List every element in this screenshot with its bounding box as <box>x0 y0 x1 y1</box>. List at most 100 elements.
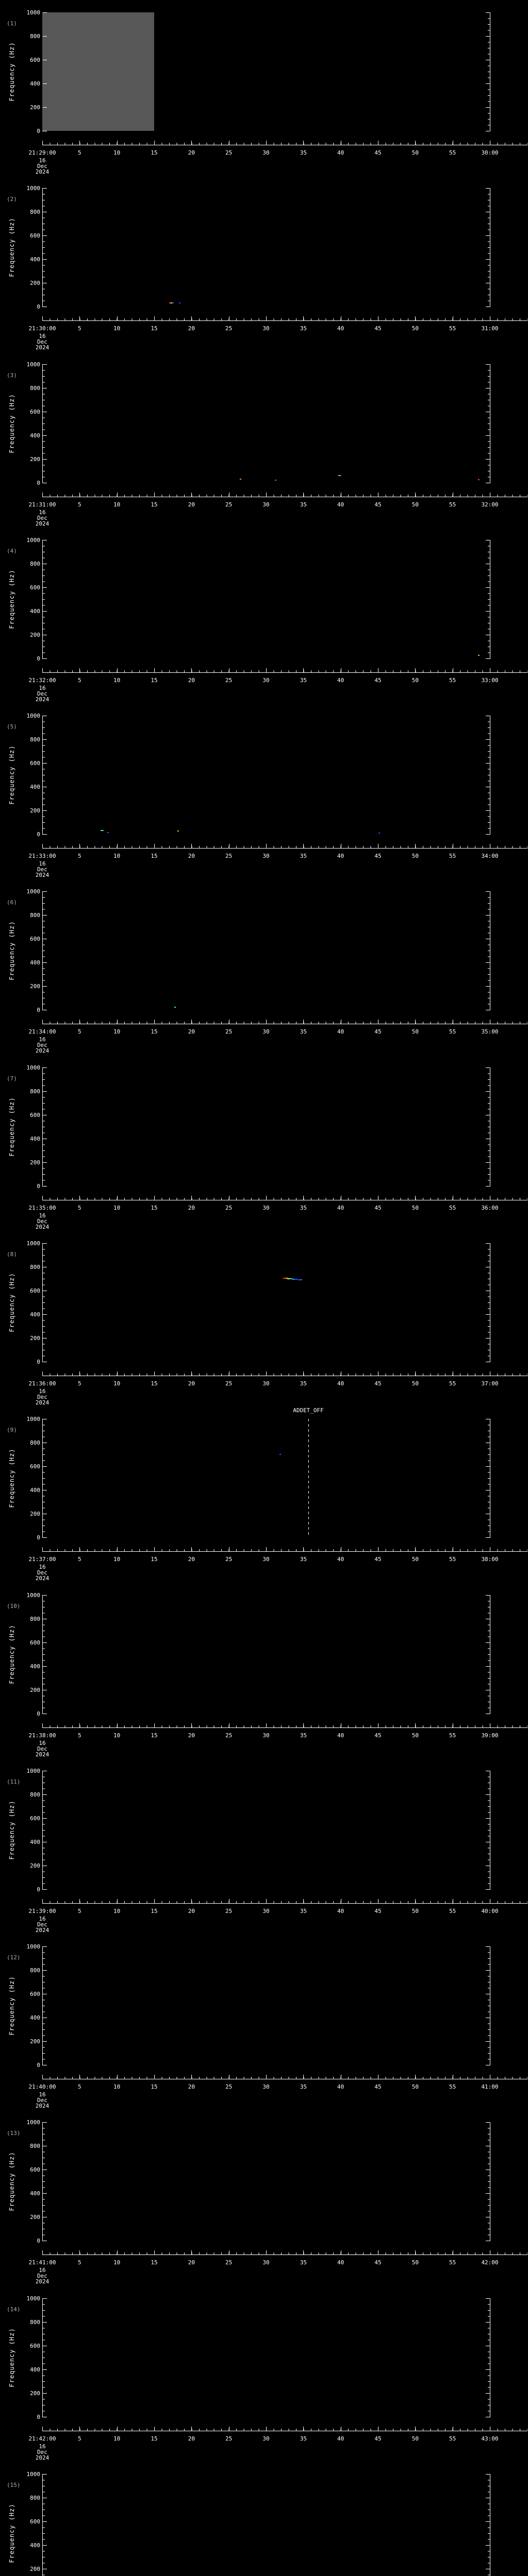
x-axis-tick-label: 35 <box>300 1380 307 1387</box>
x-axis-tick-label: 20 <box>188 325 195 332</box>
x-axis-major-tick <box>266 668 267 672</box>
detection-dot-segment <box>275 479 277 481</box>
y-axis-major-tick <box>43 587 47 588</box>
y-axis-title: Frequency (Hz) <box>8 217 15 277</box>
x-axis-tick-label: 25 <box>225 1907 233 1914</box>
x-axis-major-tick <box>266 1547 267 1552</box>
detection-streak-segment <box>289 1278 293 1279</box>
y-axis-major-tick <box>43 1314 47 1315</box>
x-axis-major-tick <box>191 668 192 672</box>
spectrogram-panel: (1) Frequency (Hz) 21:29:00 30:00 16 Dec… <box>0 0 528 176</box>
x-axis-major-tick <box>266 1371 267 1376</box>
y-axis-major-tick <box>43 2298 47 2299</box>
y-axis-tick-label: 1000 <box>26 1591 41 1599</box>
x-axis-tick-label: 40 <box>337 1732 344 1739</box>
y-axis-major-tick <box>43 1067 47 1068</box>
y-axis-major-tick <box>486 763 490 764</box>
y-axis-tick-label: 400 <box>30 1487 40 1494</box>
x-axis-tick-label: 25 <box>225 2259 233 2266</box>
y-axis-major-tick <box>486 611 490 612</box>
y-axis-left-minor-ticks <box>43 2473 45 2576</box>
date-year-label: 2024 <box>35 1751 50 1758</box>
y-axis-tick-label: 400 <box>30 256 40 263</box>
y-axis-tick-label: 600 <box>30 2518 40 2525</box>
x-axis-major-tick <box>117 1371 118 1376</box>
detection-dot-segment <box>107 832 109 833</box>
y-axis-tick-label: 400 <box>30 80 40 87</box>
detection-streak <box>282 1277 302 1281</box>
detection-streak-segment <box>294 1278 298 1280</box>
x-axis-tick-label: 25 <box>225 1028 233 1036</box>
x-axis-tick-label: 50 <box>411 2083 419 2091</box>
y-axis-major-tick <box>43 915 47 916</box>
y-axis-major-tick <box>486 1185 490 1187</box>
spectrogram-panel: (3) Frequency (Hz) 21:31:00 32:00 16 Dec… <box>0 351 528 528</box>
x-axis-minor-ticks <box>42 318 527 321</box>
y-axis-major-tick <box>486 107 490 108</box>
date-month-label: Dec <box>37 1921 47 1928</box>
x-axis-tick-label: 45 <box>374 2259 382 2266</box>
date-month-label: Dec <box>37 1569 47 1577</box>
y-axis-tick-label: 800 <box>30 1439 40 1447</box>
y-axis-major-tick <box>43 435 47 436</box>
y-axis-tick-label: 800 <box>30 912 40 919</box>
x-axis-start-time-label: 21:38:00 <box>28 1732 56 1739</box>
x-axis-major-tick <box>154 492 155 497</box>
x-axis-tick-label: 5 <box>78 1556 81 1563</box>
detection-dot-segment <box>100 830 102 832</box>
x-axis-minor-ticks <box>42 1901 527 1903</box>
x-axis-tick-label: 50 <box>411 1204 419 1211</box>
x-axis-tick-label: 30 <box>262 2435 270 2442</box>
detection-dot <box>279 1454 281 1455</box>
y-axis-tick-label: 800 <box>30 2494 40 2501</box>
spectrogram-panel: (5) Frequency (Hz) 21:33:00 34:00 16 Dec… <box>0 703 528 879</box>
y-axis-major-tick <box>486 891 490 892</box>
x-axis-major-tick <box>303 1899 304 1903</box>
y-axis-tick-label: 800 <box>30 2318 40 2326</box>
x-axis-major-tick <box>191 1547 192 1552</box>
y-axis-major-tick <box>43 1642 47 1643</box>
y-axis-tick-label: 400 <box>30 2541 40 2549</box>
x-axis-major-tick <box>303 668 304 672</box>
x-axis-minor-ticks <box>42 670 527 672</box>
detection-streak-segment <box>299 1279 302 1280</box>
y-axis-title: Frequency (Hz) <box>8 569 15 629</box>
x-axis-major-tick <box>117 2426 118 2431</box>
detection-dot-segment <box>477 479 480 480</box>
x-axis-major-tick <box>191 844 192 849</box>
x-axis-tick-label: 20 <box>188 2435 195 2442</box>
x-axis-major-tick <box>266 492 267 497</box>
y-axis-tick-label: 1000 <box>26 185 41 192</box>
y-axis-tick-label: 800 <box>30 736 40 743</box>
x-axis-major-tick <box>42 844 43 849</box>
y-axis-left-line <box>42 1946 43 2066</box>
x-axis-major-tick <box>266 1195 267 1200</box>
y-axis-major-tick <box>43 1818 47 1819</box>
y-axis-major-tick <box>43 1794 47 1795</box>
y-axis-tick-label: 800 <box>30 560 40 567</box>
x-axis-major-tick <box>42 1899 43 1903</box>
panel-number-label: (5) <box>7 723 17 731</box>
y-axis-tick-label: 400 <box>30 432 40 439</box>
date-year-label: 2024 <box>35 1223 50 1230</box>
y-axis-right-minor-ticks <box>488 364 490 483</box>
x-axis-major-tick <box>79 1371 80 1376</box>
y-axis-tick-label: 200 <box>30 1862 40 1869</box>
date-day-label: 16 <box>39 1739 46 1747</box>
spectrogram-panel: (13) Frequency (Hz) 21:41:00 42:00 16 De… <box>0 2110 528 2286</box>
x-axis-tick-label: 50 <box>411 1380 419 1387</box>
y-axis-left-minor-ticks <box>43 539 45 659</box>
date-day-label: 16 <box>39 157 46 164</box>
y-axis-major-tick <box>43 2041 47 2042</box>
x-axis-tick-label: 10 <box>113 2435 121 2442</box>
y-axis-tick-label: 1000 <box>26 2295 41 2302</box>
y-axis-title: Frequency (Hz) <box>8 1097 15 1157</box>
date-month-label: Dec <box>37 163 47 170</box>
x-axis-tick-label: 55 <box>449 1556 456 1563</box>
x-axis-major-tick <box>191 141 192 145</box>
y-axis-tick-label: 400 <box>30 2366 40 2373</box>
y-axis-left-line <box>42 364 43 483</box>
x-axis-tick-label: 35 <box>300 1732 307 1739</box>
x-axis-tick-label: 15 <box>151 1907 158 1914</box>
x-axis-tick-label: 45 <box>374 1907 382 1914</box>
